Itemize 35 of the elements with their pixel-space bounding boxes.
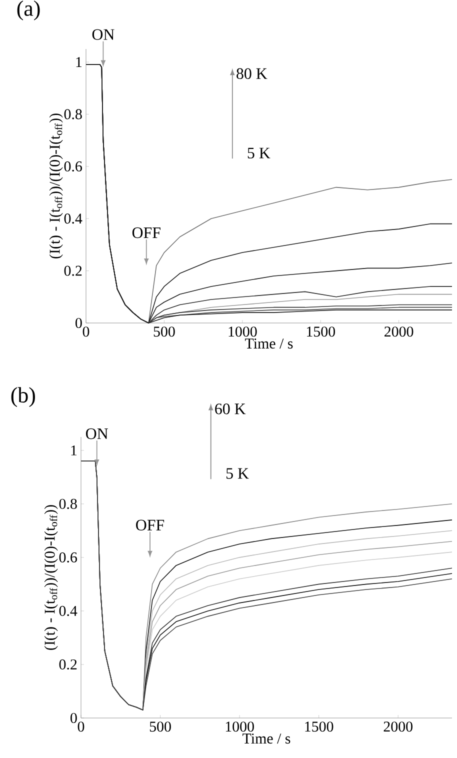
y-axis-title: (I(t) - I(t$_{off}$))/(I(0)-I(t$_{off}$)): [44, 505, 58, 650]
y-tick-label: 1: [76, 57, 82, 67]
x-tick-label: 1500: [306, 326, 335, 337]
y-tick-label: 0: [70, 712, 77, 724]
y-tick-label: 0.2: [59, 659, 77, 670]
x-tick-label: 500: [150, 722, 171, 732]
y-tick-label: 0.4: [64, 214, 82, 224]
y-tick-label: 0: [76, 318, 82, 328]
x-tick-label: 1000: [228, 326, 257, 337]
annotation: 5 K: [248, 148, 270, 158]
y-tick-label: 0.6: [64, 161, 82, 172]
chart-title: (a): [17, 0, 40, 20]
y-axis-title: (I(t) - I(t$_{off}$))/(I(0)-I(t$_{off}$)): [49, 114, 63, 258]
x-tick-label: 2000: [384, 326, 414, 337]
y-tick-label: 1: [71, 445, 77, 456]
y-tick-label: 0.8: [59, 498, 77, 509]
annotation: OFF: [136, 520, 164, 530]
y-tick-label: 0.2: [64, 266, 82, 276]
x-axis-title: Time / s: [245, 338, 293, 349]
chart-title: (b): [11, 387, 35, 408]
x-tick-label: 500: [154, 326, 175, 337]
annotation: ON: [86, 428, 108, 440]
annotation: OFF: [132, 227, 160, 238]
y-tick-label: 0.4: [59, 606, 78, 616]
annotation: ON: [92, 29, 114, 40]
x-tick-label: 1000: [226, 722, 254, 732]
x-tick-label: 2000: [384, 722, 412, 732]
y-tick-label: 0.8: [64, 109, 82, 120]
x-tick-label: 1500: [305, 722, 334, 732]
x-axis-title: Time / s: [242, 734, 290, 744]
annotation: 80 K: [236, 68, 268, 80]
annotation: 5 K: [226, 468, 249, 479]
x-tick-label: 0: [82, 326, 90, 337]
y-tick-label: 0.6: [59, 552, 77, 563]
text: 60 K: [215, 404, 246, 414]
